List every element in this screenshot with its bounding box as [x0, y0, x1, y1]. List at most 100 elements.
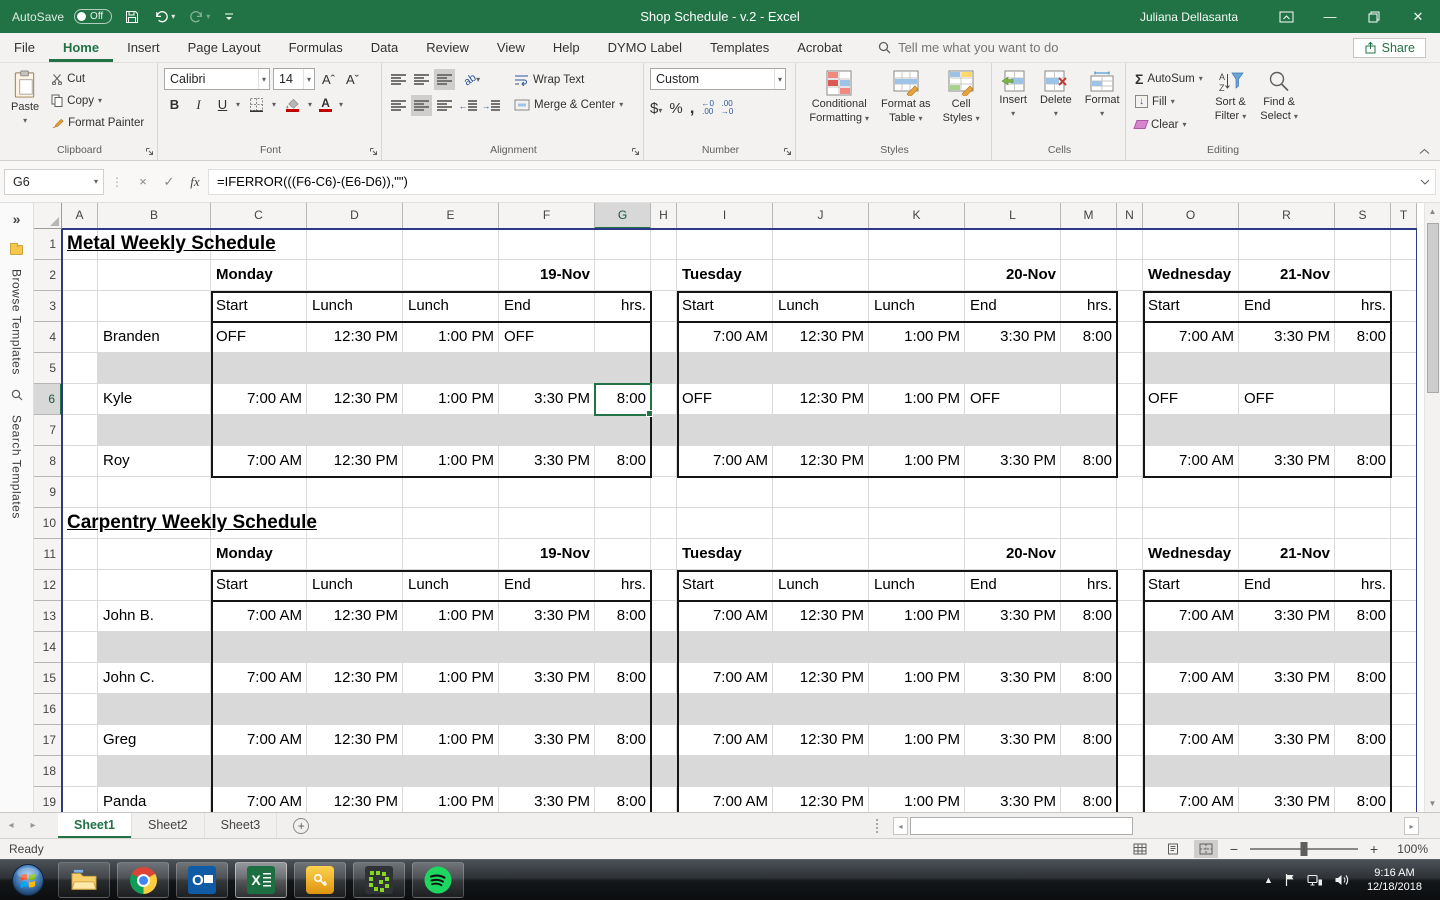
cell-N8[interactable]	[1117, 446, 1143, 477]
cell-H19[interactable]	[651, 787, 677, 812]
row-header-8[interactable]: 8	[34, 446, 62, 477]
cell-O19[interactable]	[1143, 787, 1239, 812]
hscroll-right-icon[interactable]: ▸	[1404, 817, 1419, 835]
cell-H3[interactable]	[651, 291, 677, 322]
cell-I4[interactable]	[677, 322, 773, 353]
cell-A16[interactable]	[62, 694, 98, 725]
cell-A1[interactable]	[62, 229, 98, 260]
scroll-down-icon[interactable]: ▼	[1428, 799, 1437, 808]
pixel-app-taskbar-button[interactable]	[353, 862, 405, 898]
cell-T3[interactable]	[1391, 291, 1417, 322]
cell-S9[interactable]	[1335, 477, 1391, 508]
zoom-slider[interactable]	[1250, 842, 1358, 856]
customize-quick-access-button[interactable]	[222, 10, 236, 24]
cell-A19[interactable]	[62, 787, 98, 812]
font-size-combo[interactable]: 14 ▾	[273, 68, 315, 90]
cell-R6[interactable]	[1239, 384, 1335, 415]
cell-C17[interactable]	[211, 725, 307, 756]
cell-D6[interactable]	[307, 384, 403, 415]
cell-T8[interactable]	[1391, 446, 1417, 477]
cell-H9[interactable]	[651, 477, 677, 508]
cell-J11[interactable]	[773, 539, 869, 570]
italic-button[interactable]: I	[196, 96, 201, 112]
cell-L4[interactable]	[965, 322, 1061, 353]
cell-B17[interactable]	[98, 725, 211, 756]
cell-J6[interactable]	[773, 384, 869, 415]
cell-J19[interactable]	[773, 787, 869, 812]
insert-function-button[interactable]: fx	[190, 173, 200, 189]
comma-style-button[interactable]: ,	[689, 98, 695, 117]
cell-A17[interactable]	[62, 725, 98, 756]
cell-L15[interactable]	[965, 663, 1061, 694]
save-button[interactable]	[122, 7, 142, 27]
cell-M9[interactable]	[1061, 477, 1117, 508]
cell-F13[interactable]	[499, 601, 595, 632]
page-break-preview-button[interactable]	[1194, 840, 1218, 858]
ribbon-tab-view[interactable]: View	[496, 40, 525, 55]
cell-I6[interactable]	[677, 384, 773, 415]
cell-J4[interactable]	[773, 322, 869, 353]
cell-L1[interactable]	[965, 229, 1061, 260]
cell-K10[interactable]	[869, 508, 965, 539]
number-format-combo[interactable]: Custom ▾	[650, 68, 786, 90]
cell-T12[interactable]	[1391, 570, 1417, 601]
cell-A15[interactable]	[62, 663, 98, 694]
decrease-font-size-button[interactable]: Aˇ	[346, 71, 359, 87]
cell-J1[interactable]	[773, 229, 869, 260]
column-header-R[interactable]: R	[1239, 203, 1335, 229]
cell-T16[interactable]	[1391, 694, 1417, 725]
taskbar-clock[interactable]: 9:16 AM 12/18/2018	[1361, 866, 1428, 894]
cell-D9[interactable]	[307, 477, 403, 508]
cell-F19[interactable]	[499, 787, 595, 812]
cell-F1[interactable]	[499, 229, 595, 260]
cell-K2[interactable]	[869, 260, 965, 291]
number-dialog-launcher[interactable]	[783, 147, 792, 156]
ribbon-tab-home[interactable]: Home	[49, 33, 113, 62]
row-header-19[interactable]: 19	[34, 787, 62, 812]
cell-K9[interactable]	[869, 477, 965, 508]
cell-I11[interactable]	[677, 539, 773, 570]
cell-B9[interactable]	[98, 477, 211, 508]
zoom-in-button[interactable]: +	[1369, 841, 1379, 857]
cell-K11[interactable]	[869, 539, 965, 570]
cell-C6[interactable]	[211, 384, 307, 415]
font-color-button[interactable]: A	[315, 94, 336, 115]
browse-templates-tab[interactable]: Browse Templates	[9, 269, 24, 375]
restore-button[interactable]	[1352, 0, 1396, 33]
cell-D19[interactable]	[307, 787, 403, 812]
cell-D2[interactable]	[307, 260, 403, 291]
cell-A9[interactable]	[62, 477, 98, 508]
cell-F9[interactable]	[499, 477, 595, 508]
cell-E4[interactable]	[403, 322, 499, 353]
zoom-slider-thumb[interactable]	[1300, 842, 1308, 856]
cell-C13[interactable]	[211, 601, 307, 632]
row-header-1[interactable]: 1	[34, 229, 62, 260]
cell-O13[interactable]	[1143, 601, 1239, 632]
row-header-9[interactable]: 9	[34, 477, 62, 508]
clipboard-dialog-launcher[interactable]	[145, 147, 154, 156]
column-header-M[interactable]: M	[1061, 203, 1117, 229]
cell-T9[interactable]	[1391, 477, 1417, 508]
cell-N2[interactable]	[1117, 260, 1143, 291]
increase-indent-button[interactable]: →	[480, 95, 501, 116]
cell-N3[interactable]	[1117, 291, 1143, 322]
cell-O6[interactable]	[1143, 384, 1239, 415]
undo-button[interactable]: ▾	[152, 8, 177, 26]
cell-A5[interactable]	[62, 353, 98, 384]
cell-T13[interactable]	[1391, 601, 1417, 632]
cell-E9[interactable]	[403, 477, 499, 508]
borders-button[interactable]	[243, 94, 269, 115]
cell-N16[interactable]	[1117, 694, 1143, 725]
expand-formula-bar-button[interactable]	[1414, 168, 1436, 195]
cell-L6[interactable]	[965, 384, 1061, 415]
tab-scroll-splitter[interactable]	[876, 819, 882, 833]
cell-H12[interactable]	[651, 570, 677, 601]
cell-F2[interactable]	[499, 260, 595, 291]
cell-R15[interactable]	[1239, 663, 1335, 694]
cell-J10[interactable]	[773, 508, 869, 539]
alignment-dialog-launcher[interactable]	[631, 147, 640, 156]
cell-L17[interactable]	[965, 725, 1061, 756]
cell-T1[interactable]	[1391, 229, 1417, 260]
cell-T5[interactable]	[1391, 353, 1417, 384]
